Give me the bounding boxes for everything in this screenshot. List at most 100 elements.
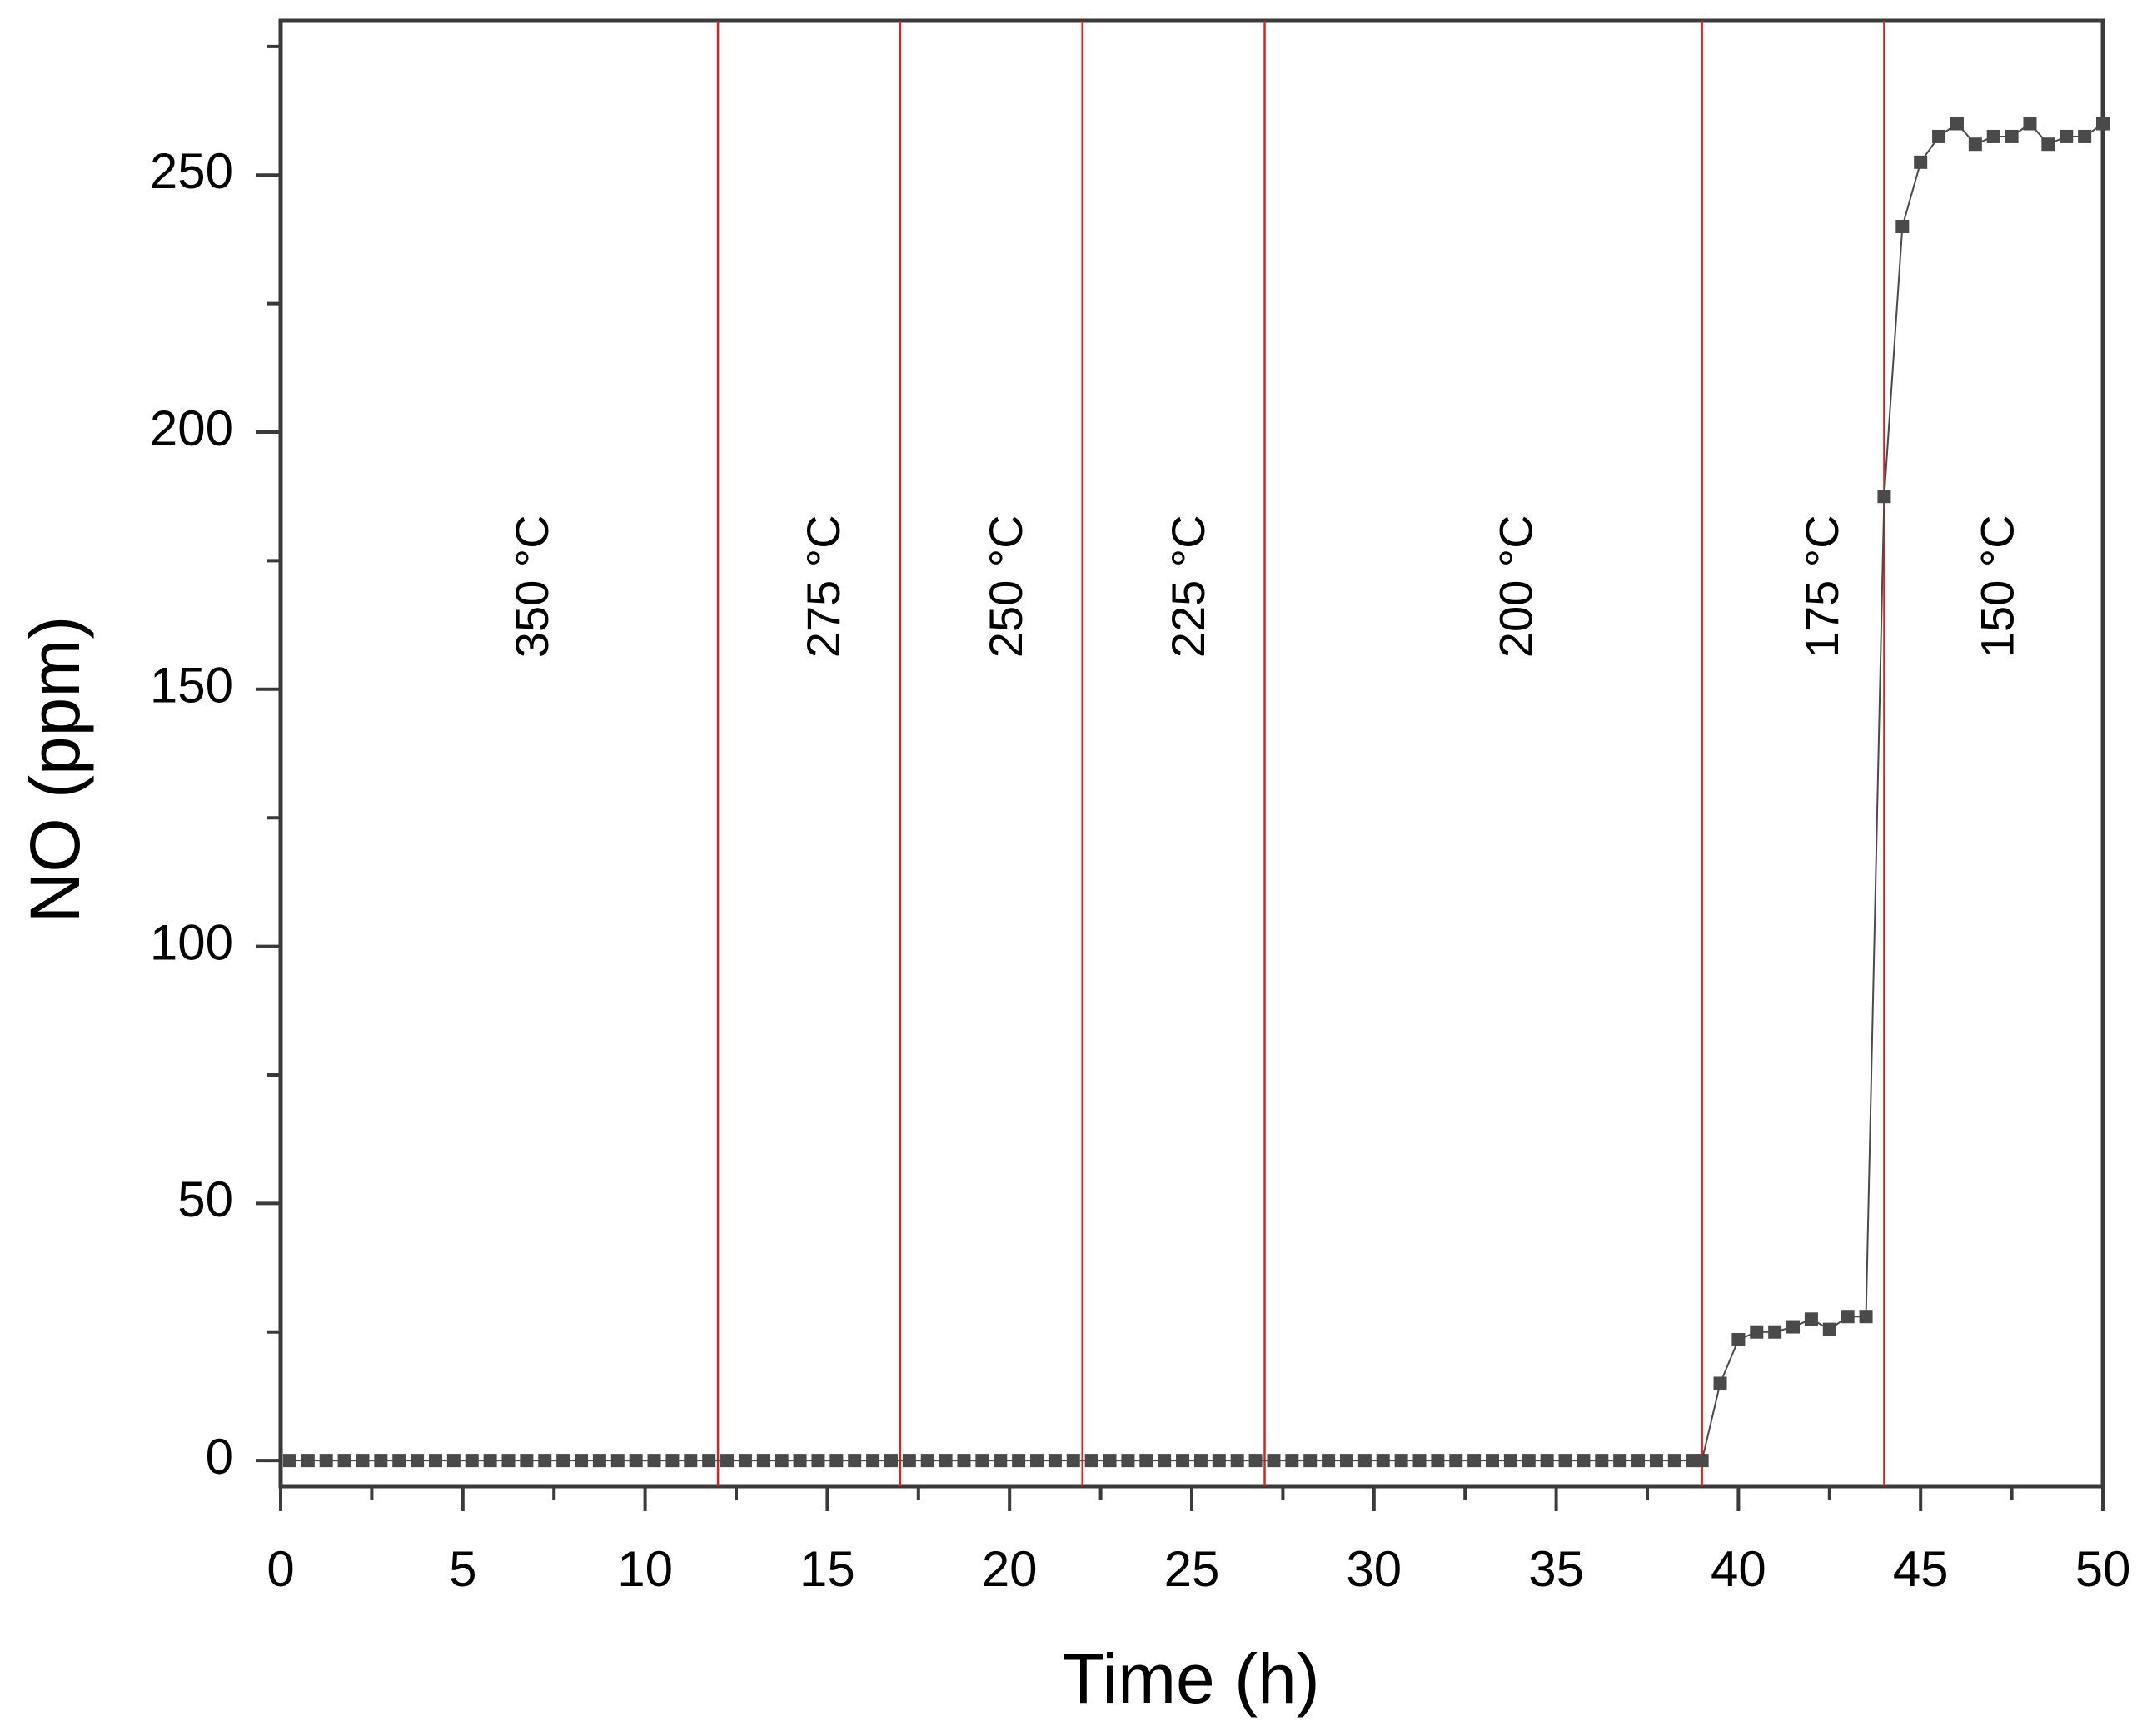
data-point bbox=[610, 1454, 625, 1468]
data-point bbox=[1786, 1320, 1801, 1334]
data-point bbox=[1431, 1454, 1445, 1468]
data-point bbox=[1695, 1454, 1709, 1468]
data-point bbox=[702, 1454, 716, 1468]
data-point bbox=[1412, 1454, 1427, 1468]
region-label: 225 °C bbox=[1162, 515, 1214, 658]
data-point bbox=[301, 1454, 315, 1468]
data-point bbox=[1449, 1454, 1463, 1468]
data-point bbox=[374, 1454, 388, 1468]
data-point bbox=[1558, 1454, 1572, 1468]
y-tick-label: 100 bbox=[150, 914, 233, 970]
region-label: 250 °C bbox=[979, 515, 1032, 658]
data-point bbox=[1841, 1310, 1855, 1324]
y-axis-title: NO (ppm) bbox=[16, 616, 94, 923]
data-point bbox=[2041, 137, 2055, 152]
x-tick-label: 25 bbox=[1164, 1541, 1220, 1597]
data-point bbox=[1877, 490, 1891, 504]
data-point bbox=[592, 1454, 606, 1468]
y-tick-label: 250 bbox=[150, 143, 233, 199]
data-point bbox=[1048, 1454, 1062, 1468]
data-point bbox=[2078, 129, 2092, 143]
data-point bbox=[1667, 1454, 1681, 1468]
x-tick-label: 15 bbox=[800, 1541, 855, 1597]
region-label: 150 °C bbox=[1970, 515, 2023, 658]
data-point bbox=[1212, 1454, 1226, 1468]
data-point bbox=[465, 1454, 479, 1468]
data-point bbox=[1267, 1454, 1281, 1468]
data-point bbox=[282, 1454, 296, 1468]
data-point bbox=[1503, 1454, 1517, 1468]
data-point bbox=[1522, 1454, 1536, 1468]
x-tick-label: 30 bbox=[1346, 1541, 1402, 1597]
data-point bbox=[337, 1454, 351, 1468]
y-tick-label: 0 bbox=[206, 1429, 233, 1485]
data-point bbox=[829, 1454, 844, 1468]
data-point bbox=[738, 1454, 752, 1468]
x-tick-label: 40 bbox=[1711, 1541, 1766, 1597]
data-series bbox=[282, 117, 2110, 1468]
data-point bbox=[1713, 1376, 1727, 1390]
data-point bbox=[1540, 1454, 1554, 1468]
data-point bbox=[1230, 1454, 1244, 1468]
data-point bbox=[1914, 155, 1928, 169]
data-point bbox=[1394, 1454, 1408, 1468]
data-point bbox=[884, 1454, 898, 1468]
data-point bbox=[775, 1454, 789, 1468]
data-point bbox=[975, 1454, 989, 1468]
data-point bbox=[902, 1454, 916, 1468]
y-tick-label: 50 bbox=[177, 1171, 233, 1227]
data-point bbox=[1649, 1454, 1663, 1468]
data-point bbox=[428, 1454, 442, 1468]
temperature-region-labels: 350 °C 275 °C 250 °C 225 °C 200 °C 175 °C 150 … bbox=[506, 515, 2023, 658]
data-point bbox=[411, 1454, 425, 1468]
data-point bbox=[556, 1454, 570, 1468]
data-point bbox=[1303, 1454, 1318, 1468]
data-point bbox=[1822, 1322, 1836, 1336]
data-point bbox=[1158, 1454, 1172, 1468]
x-tick-label: 45 bbox=[1893, 1541, 1949, 1597]
data-point bbox=[575, 1454, 589, 1468]
data-point bbox=[1376, 1454, 1390, 1468]
data-point bbox=[356, 1454, 370, 1468]
data-point bbox=[1631, 1454, 1646, 1468]
data-point bbox=[1895, 220, 1910, 234]
data-point bbox=[720, 1454, 735, 1468]
data-point bbox=[2005, 129, 2019, 143]
data-point bbox=[1030, 1454, 1044, 1468]
data-point bbox=[2023, 117, 2037, 131]
data-point bbox=[994, 1454, 1008, 1468]
data-point bbox=[1986, 129, 2000, 143]
data-point bbox=[920, 1454, 934, 1468]
data-point bbox=[1968, 137, 1982, 152]
data-point bbox=[501, 1454, 516, 1468]
data-point bbox=[392, 1454, 406, 1468]
y-tick-label: 150 bbox=[150, 658, 233, 714]
data-point bbox=[1595, 1454, 1609, 1468]
x-axis-ticks: 0 5 10 15 20 25 30 35 40 45 50 bbox=[267, 1486, 2130, 1597]
data-point bbox=[319, 1454, 333, 1468]
data-point bbox=[1084, 1454, 1098, 1468]
data-point bbox=[756, 1454, 770, 1468]
y-axis-ticks: 0 50 100 150 200 250 bbox=[150, 44, 281, 1485]
data-point bbox=[1176, 1454, 1190, 1468]
region-label: 200 °C bbox=[1490, 515, 1542, 658]
data-point bbox=[1248, 1454, 1263, 1468]
data-point bbox=[647, 1454, 661, 1468]
region-label: 350 °C bbox=[506, 515, 558, 658]
data-point bbox=[1012, 1454, 1026, 1468]
temperature-separators bbox=[716, 21, 1885, 1486]
data-point bbox=[483, 1454, 497, 1468]
data-point bbox=[1285, 1454, 1299, 1468]
data-point bbox=[1768, 1325, 1782, 1339]
region-label: 275 °C bbox=[797, 515, 849, 658]
data-point bbox=[1804, 1312, 1818, 1326]
data-point bbox=[866, 1454, 880, 1468]
data-point bbox=[1932, 129, 1946, 143]
data-point bbox=[1322, 1454, 1336, 1468]
data-point bbox=[1357, 1454, 1372, 1468]
data-point bbox=[1103, 1454, 1117, 1468]
x-tick-label: 5 bbox=[449, 1541, 476, 1597]
data-point bbox=[446, 1454, 461, 1468]
data-point bbox=[957, 1454, 971, 1468]
